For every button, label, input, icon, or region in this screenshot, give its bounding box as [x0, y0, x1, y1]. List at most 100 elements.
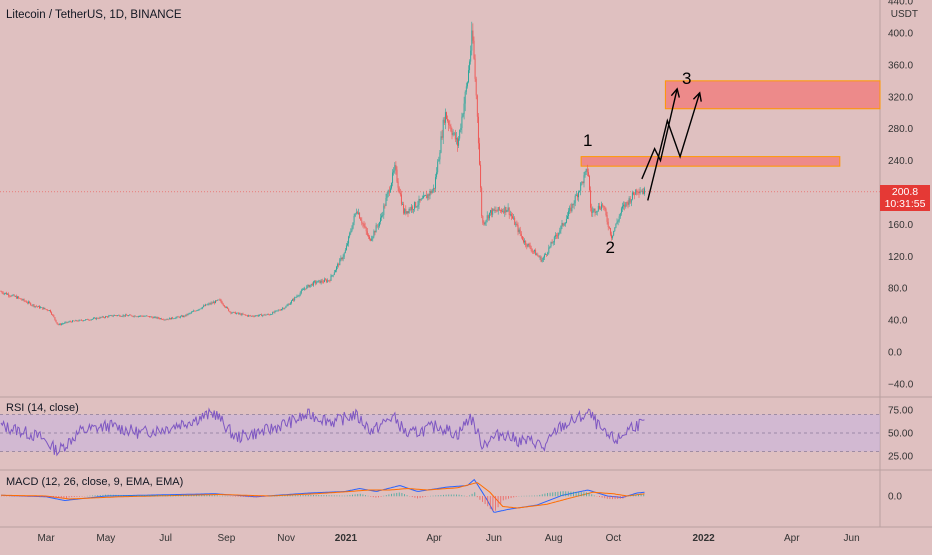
price-candle: [475, 59, 476, 79]
macd-histogram-bar: [448, 495, 449, 497]
price-candle: [120, 316, 121, 317]
price-candle: [186, 314, 187, 315]
price-candle: [244, 314, 245, 315]
price-candle: [524, 241, 525, 243]
price-candle: [262, 315, 263, 316]
rsi-indicator-label[interactable]: RSI (14, close): [6, 402, 79, 414]
macd-histogram-bar: [492, 496, 493, 511]
price-candle: [27, 303, 28, 304]
price-candle: [194, 311, 195, 312]
price-candle: [370, 239, 371, 241]
price-candle: [393, 171, 394, 173]
price-candle: [301, 290, 302, 292]
macd-histogram-bar: [612, 496, 613, 499]
macd-histogram-bar: [456, 495, 457, 497]
price-candle: [128, 315, 129, 316]
price-candle: [487, 215, 488, 220]
price-candle: [234, 312, 235, 313]
macd-histogram-bar: [557, 492, 558, 497]
price-candle: [5, 293, 6, 294]
price-candle: [182, 316, 183, 317]
price-candle: [149, 316, 150, 317]
price-candle: [566, 219, 567, 223]
macd-histogram-bar: [368, 496, 369, 497]
macd-histogram-bar: [547, 493, 548, 496]
price-candle: [538, 256, 539, 257]
price-candle: [625, 202, 626, 207]
macd-indicator-label[interactable]: MACD (12, 26, close, 9, EMA, EMA): [6, 476, 183, 488]
price-candle: [333, 275, 334, 276]
bar-countdown: 10:31:55: [880, 198, 930, 210]
price-candle: [383, 206, 384, 215]
price-candle: [338, 264, 339, 265]
price-candle: [310, 285, 311, 287]
price-candle: [326, 280, 327, 282]
macd-histogram-bar: [89, 496, 90, 497]
price-candle: [350, 231, 351, 233]
price-candle: [479, 143, 480, 164]
price-candle: [384, 206, 385, 207]
price-candle: [553, 242, 554, 243]
macd-histogram-bar: [482, 496, 483, 502]
price-candle: [107, 316, 108, 317]
price-candle: [609, 227, 610, 228]
price-candle: [404, 209, 405, 214]
price-candle: [144, 316, 145, 317]
macd-histogram-bar: [513, 496, 514, 497]
price-candle: [458, 138, 459, 145]
price-candle: [345, 250, 346, 253]
macd-histogram-bar: [500, 496, 501, 504]
price-candle: [644, 188, 645, 193]
last-price-value: 200.8: [880, 186, 930, 198]
time-tick-label: Nov: [277, 533, 295, 544]
price-candle: [606, 209, 607, 215]
price-candle: [311, 284, 312, 285]
price-candle: [257, 315, 258, 316]
price-candle: [348, 236, 349, 243]
price-candle: [411, 207, 412, 211]
price-tick-label: 160.0: [888, 220, 913, 231]
price-candle: [567, 216, 568, 219]
price-candle: [364, 224, 365, 226]
price-candle: [417, 205, 418, 207]
price-candle: [25, 301, 26, 302]
price-candle: [472, 31, 473, 41]
price-candle: [68, 322, 69, 323]
price-candle: [78, 321, 79, 322]
price-candle: [10, 296, 11, 297]
price-candle: [270, 314, 271, 315]
price-candle: [361, 221, 362, 224]
price-candle: [102, 317, 103, 318]
price-candle: [332, 275, 333, 276]
price-candle: [138, 316, 139, 317]
macd-histogram-bar: [420, 496, 421, 498]
price-candle: [419, 199, 420, 205]
price-candle: [292, 299, 293, 300]
price-candle: [491, 210, 492, 215]
price-candle: [324, 280, 325, 283]
price-candle: [279, 310, 280, 311]
macd-histogram-bar: [56, 496, 57, 498]
price-candle: [576, 195, 577, 196]
price-candle: [543, 257, 544, 259]
price-candle: [607, 215, 608, 222]
price-candle: [12, 295, 13, 296]
price-candle: [600, 209, 601, 210]
price-candle: [547, 253, 548, 255]
macd-histogram-bar: [386, 495, 387, 496]
macd-histogram-bar: [391, 494, 392, 496]
price-candle: [272, 312, 273, 314]
price-candle: [617, 222, 618, 224]
price-candle: [466, 86, 467, 91]
price-candle: [254, 316, 255, 317]
price-candle: [445, 112, 446, 123]
macd-histogram-bar: [375, 496, 376, 498]
price-candle: [510, 214, 511, 215]
price-candle: [503, 211, 504, 213]
price-candle: [373, 231, 374, 236]
price-candle: [164, 320, 165, 321]
macd-histogram-bar: [641, 494, 642, 496]
price-candle: [303, 289, 304, 290]
macd-histogram-bar: [388, 494, 389, 496]
